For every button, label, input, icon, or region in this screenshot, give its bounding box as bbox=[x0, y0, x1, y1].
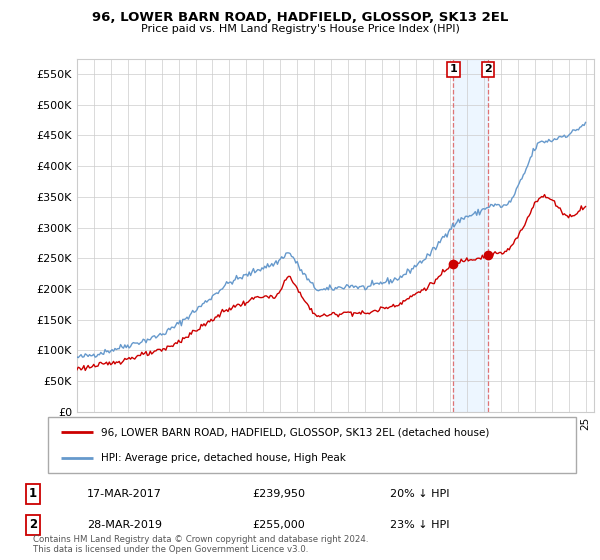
Text: £239,950: £239,950 bbox=[252, 489, 305, 499]
Text: 20% ↓ HPI: 20% ↓ HPI bbox=[390, 489, 449, 499]
Text: 2: 2 bbox=[484, 64, 492, 74]
Text: 96, LOWER BARN ROAD, HADFIELD, GLOSSOP, SK13 2EL: 96, LOWER BARN ROAD, HADFIELD, GLOSSOP, … bbox=[92, 11, 508, 24]
Text: 17-MAR-2017: 17-MAR-2017 bbox=[87, 489, 162, 499]
Text: 2: 2 bbox=[29, 518, 37, 531]
FancyBboxPatch shape bbox=[48, 417, 576, 473]
Bar bbox=[454, 59, 488, 412]
Text: Price paid vs. HM Land Registry's House Price Index (HPI): Price paid vs. HM Land Registry's House … bbox=[140, 24, 460, 34]
Text: £255,000: £255,000 bbox=[252, 520, 305, 530]
Text: 1: 1 bbox=[449, 64, 457, 74]
Text: 96, LOWER BARN ROAD, HADFIELD, GLOSSOP, SK13 2EL (detached house): 96, LOWER BARN ROAD, HADFIELD, GLOSSOP, … bbox=[101, 427, 489, 437]
Text: 28-MAR-2019: 28-MAR-2019 bbox=[87, 520, 162, 530]
Text: HPI: Average price, detached house, High Peak: HPI: Average price, detached house, High… bbox=[101, 453, 346, 463]
Text: 1: 1 bbox=[29, 487, 37, 501]
Text: Contains HM Land Registry data © Crown copyright and database right 2024.
This d: Contains HM Land Registry data © Crown c… bbox=[33, 535, 368, 554]
Text: 23% ↓ HPI: 23% ↓ HPI bbox=[390, 520, 449, 530]
